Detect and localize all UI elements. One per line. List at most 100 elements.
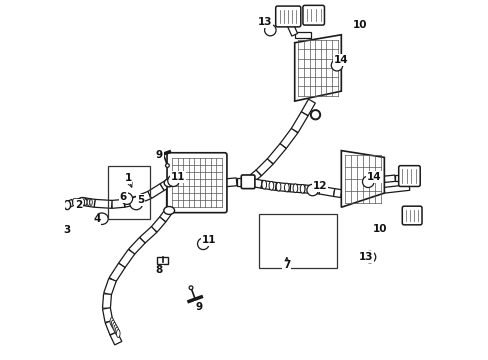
Polygon shape (133, 192, 151, 204)
Ellipse shape (262, 180, 266, 189)
Ellipse shape (163, 207, 174, 215)
Ellipse shape (310, 110, 320, 120)
Polygon shape (341, 150, 384, 207)
Ellipse shape (167, 175, 179, 186)
Polygon shape (105, 320, 117, 335)
Polygon shape (247, 178, 262, 188)
Ellipse shape (81, 199, 84, 206)
Ellipse shape (74, 199, 78, 206)
Polygon shape (267, 143, 285, 164)
FancyBboxPatch shape (398, 166, 419, 186)
Text: 12: 12 (312, 181, 326, 192)
Text: 9: 9 (195, 302, 202, 312)
Polygon shape (294, 35, 341, 101)
Ellipse shape (111, 320, 115, 328)
Polygon shape (301, 99, 315, 116)
Text: 2: 2 (75, 200, 82, 210)
Ellipse shape (284, 183, 288, 192)
Ellipse shape (64, 201, 70, 210)
Ellipse shape (264, 24, 276, 36)
Text: 11: 11 (202, 235, 216, 245)
Polygon shape (111, 199, 124, 208)
Ellipse shape (292, 184, 297, 193)
Ellipse shape (114, 325, 117, 333)
Polygon shape (284, 17, 293, 27)
Ellipse shape (84, 199, 87, 206)
Polygon shape (103, 278, 116, 295)
Ellipse shape (330, 59, 342, 71)
Polygon shape (280, 128, 297, 148)
Bar (258, 214, 336, 268)
Ellipse shape (116, 329, 120, 337)
Ellipse shape (129, 197, 142, 210)
Polygon shape (81, 198, 95, 207)
Polygon shape (383, 175, 395, 183)
Ellipse shape (242, 176, 253, 187)
Ellipse shape (115, 327, 119, 335)
FancyBboxPatch shape (167, 153, 226, 213)
Text: 10: 10 (372, 225, 386, 234)
Ellipse shape (87, 199, 89, 206)
Polygon shape (224, 178, 237, 187)
Polygon shape (333, 189, 341, 198)
Bar (157, 257, 168, 264)
Ellipse shape (95, 213, 108, 225)
Text: 14: 14 (366, 172, 381, 182)
FancyBboxPatch shape (241, 175, 254, 189)
Ellipse shape (276, 183, 280, 191)
Polygon shape (245, 170, 261, 185)
Polygon shape (140, 226, 157, 243)
Polygon shape (381, 176, 386, 179)
Ellipse shape (300, 184, 305, 193)
Ellipse shape (189, 286, 192, 289)
Ellipse shape (362, 176, 373, 188)
Polygon shape (256, 158, 273, 176)
Text: 13: 13 (258, 17, 272, 27)
Ellipse shape (121, 193, 132, 204)
Ellipse shape (164, 179, 174, 187)
Polygon shape (160, 180, 171, 190)
Ellipse shape (90, 199, 92, 206)
Text: 11: 11 (171, 172, 185, 182)
Polygon shape (119, 249, 135, 267)
FancyBboxPatch shape (303, 5, 324, 25)
Text: 6: 6 (120, 192, 127, 202)
Ellipse shape (268, 181, 273, 190)
Polygon shape (383, 185, 409, 193)
Polygon shape (394, 175, 405, 181)
Ellipse shape (306, 184, 318, 196)
Polygon shape (109, 263, 125, 282)
Polygon shape (123, 197, 136, 207)
Polygon shape (159, 208, 172, 222)
Bar (107, 166, 149, 220)
Text: 13: 13 (358, 252, 372, 262)
Polygon shape (102, 294, 111, 309)
Text: 7: 7 (283, 260, 290, 270)
Text: 1: 1 (124, 173, 131, 183)
Polygon shape (147, 184, 164, 198)
Polygon shape (151, 217, 165, 232)
FancyBboxPatch shape (402, 206, 421, 225)
Text: 4: 4 (93, 215, 100, 224)
Ellipse shape (197, 238, 208, 249)
Polygon shape (236, 178, 247, 186)
Text: 8: 8 (155, 265, 163, 275)
Ellipse shape (310, 111, 319, 119)
Polygon shape (304, 185, 320, 194)
Polygon shape (65, 199, 74, 208)
Text: 5: 5 (137, 195, 144, 205)
Polygon shape (261, 180, 276, 190)
Text: 3: 3 (63, 225, 70, 235)
Text: 14: 14 (333, 55, 348, 65)
Polygon shape (94, 199, 112, 208)
Polygon shape (291, 112, 307, 132)
Polygon shape (289, 184, 305, 193)
Polygon shape (128, 238, 145, 255)
Polygon shape (166, 189, 172, 211)
Polygon shape (275, 183, 290, 192)
Ellipse shape (76, 199, 80, 206)
Polygon shape (102, 308, 113, 323)
Polygon shape (110, 332, 122, 345)
Ellipse shape (72, 199, 76, 206)
Ellipse shape (165, 164, 169, 167)
